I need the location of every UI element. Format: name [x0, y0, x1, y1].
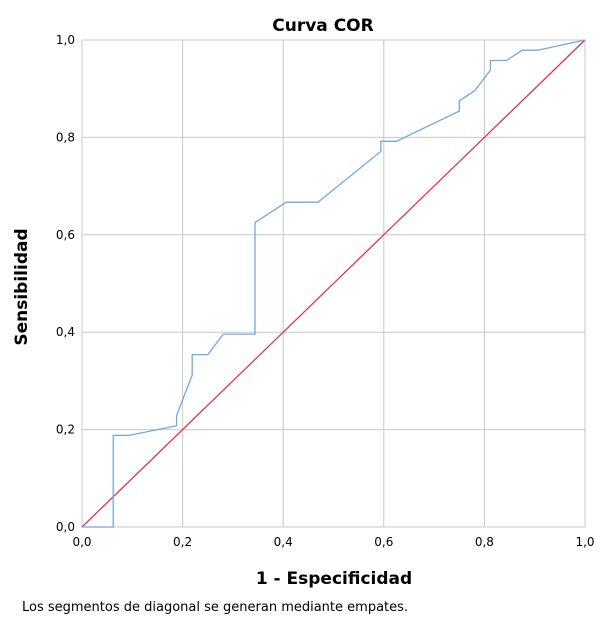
- footnote: Los segmentos de diagonal se generan med…: [22, 600, 409, 615]
- y-tick-label: 1,0: [56, 33, 75, 47]
- y-axis-label: Sensibilidad: [12, 228, 32, 345]
- tick-labels: 0,0 0,2 0,4 0,6 0,8 1,0 0,0 0,2 0,4 0,6 0,8 1,0: [56, 33, 595, 549]
- reference-diagonal-line: [81, 39, 586, 528]
- series-group: [81, 39, 586, 528]
- x-tick-label: 1,0: [575, 535, 594, 549]
- chart-title: Curva COR: [272, 16, 373, 36]
- y-tick-label: 0,0: [56, 520, 75, 534]
- y-tick-label: 0,6: [56, 228, 75, 242]
- roc-curve-line: [82, 39, 586, 528]
- y-tick-label: 0,2: [56, 423, 75, 437]
- plot-frame: [81, 39, 586, 528]
- x-axis-label: 1 - Especificidad: [256, 569, 412, 589]
- y-tick-label: 0,4: [56, 325, 75, 339]
- roc-chart: Curva COR 0,0 0,2 0,4 0,6 0,8 1,0 0,0 0,2 0,4 0,6…: [12, 16, 595, 589]
- x-tick-label: 0,2: [173, 535, 192, 549]
- grid: [81, 39, 586, 528]
- x-tick-label: 0,8: [475, 535, 494, 549]
- x-tick-label: 0,6: [374, 535, 393, 549]
- x-tick-label: 0,4: [274, 535, 293, 549]
- y-tick-label: 0,8: [56, 130, 75, 144]
- x-tick-label: 0,0: [72, 535, 91, 549]
